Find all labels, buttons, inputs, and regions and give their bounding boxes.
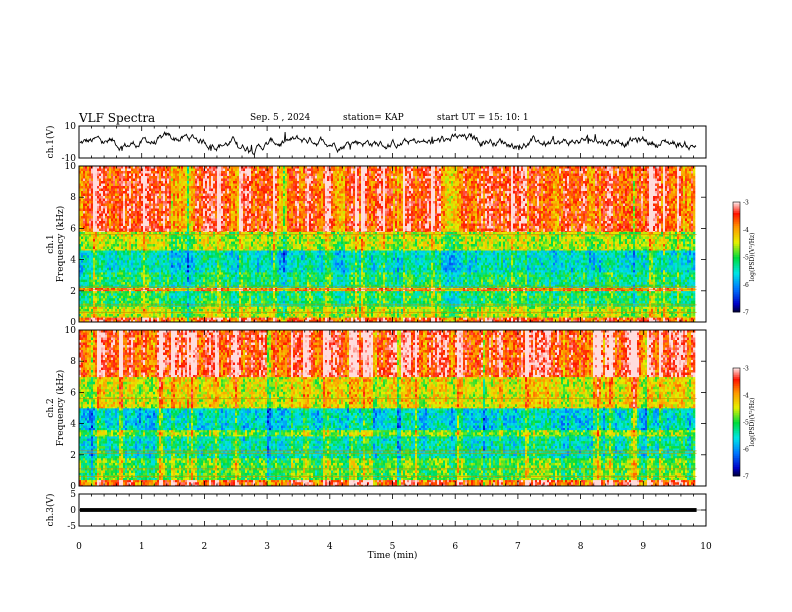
x-tick-label: 1: [139, 542, 145, 552]
y-tick-label: 6: [70, 224, 76, 234]
spectrogram-heatmap: [79, 330, 695, 486]
frequency-axis-label: Frequency (kHz): [55, 370, 66, 447]
x-axis-label: Time (min): [368, 550, 418, 561]
spectrogram-heatmap: [79, 166, 695, 322]
y-tick-label: 4: [70, 420, 76, 430]
y-tick-label: 8: [70, 357, 76, 367]
y-tick-label: 5: [70, 490, 76, 500]
colorbar-tick-label: -3: [743, 200, 749, 207]
ch1-waveform-line: [80, 132, 696, 155]
x-tick-label: 8: [578, 542, 584, 552]
x-tick-label: 9: [640, 542, 646, 552]
y-tick-label: 8: [70, 193, 76, 203]
x-tick-label: 7: [515, 542, 521, 552]
colorbar-tick-label: -3: [743, 366, 749, 373]
colorbar-tick-label: -6: [743, 282, 749, 289]
colorbar-tick-label: -7: [743, 474, 749, 481]
y-tick-label: -5: [67, 522, 76, 532]
y-tick-label: 2: [70, 287, 76, 297]
y-tick-label: 10: [65, 326, 77, 336]
channel-label: ch.2: [46, 398, 56, 417]
x-tick-label: 0: [76, 542, 82, 552]
y-tick-label: 4: [70, 256, 76, 266]
y-tick-label: 10: [65, 162, 77, 172]
waveform-axis-label: ch.3(V): [45, 494, 56, 527]
x-tick-label: 2: [202, 542, 208, 552]
waveform-axis-label: ch.1(V): [45, 126, 56, 159]
x-tick-label: 10: [700, 542, 712, 552]
colorbar-label: log(PSD)(V²/Hz): [749, 233, 756, 282]
x-tick-label: 6: [452, 542, 458, 552]
ch3-waveform-panel: 5 0 -5 ch.3(V): [45, 490, 706, 532]
x-tick-label: 4: [327, 542, 333, 552]
frequency-axis-label: Frequency (kHz): [55, 206, 66, 283]
colorbar-tick-label: -7: [743, 310, 749, 317]
y-tick-label: 2: [70, 451, 76, 461]
y-tick-label: 0: [70, 506, 76, 516]
y-tick-label: 6: [70, 388, 76, 398]
y-tick-label: 10: [65, 122, 77, 132]
colorbar-label: log(PSD)(V²/Hz): [749, 398, 756, 447]
colorbar-tick-label: -6: [743, 447, 749, 454]
channel-label: ch.1: [46, 234, 56, 253]
x-tick-label: 3: [264, 542, 270, 552]
